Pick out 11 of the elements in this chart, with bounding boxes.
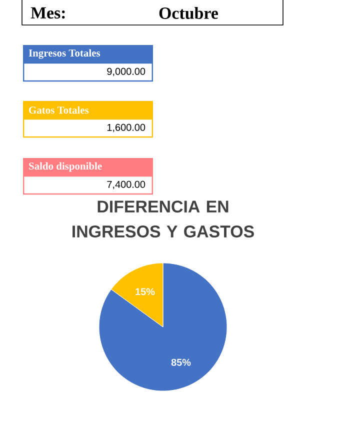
text: Ingresos Totales bbox=[28, 49, 100, 59]
text: 1,600.00 bbox=[107, 124, 146, 132]
text: Octubre bbox=[159, 7, 218, 19]
text: Mes: bbox=[30, 7, 65, 19]
text: 9,000.00 bbox=[107, 68, 146, 76]
text: Saldo disponible bbox=[29, 162, 102, 172]
text: Gatos Totales bbox=[29, 106, 89, 114]
data-label: 15% bbox=[136, 288, 155, 296]
chart-title: DIFERENCIA EN INGRESOS Y GASTOS bbox=[72, 200, 254, 238]
text: 7,400.00 bbox=[107, 180, 146, 190]
data-label: 85% bbox=[171, 358, 191, 366]
